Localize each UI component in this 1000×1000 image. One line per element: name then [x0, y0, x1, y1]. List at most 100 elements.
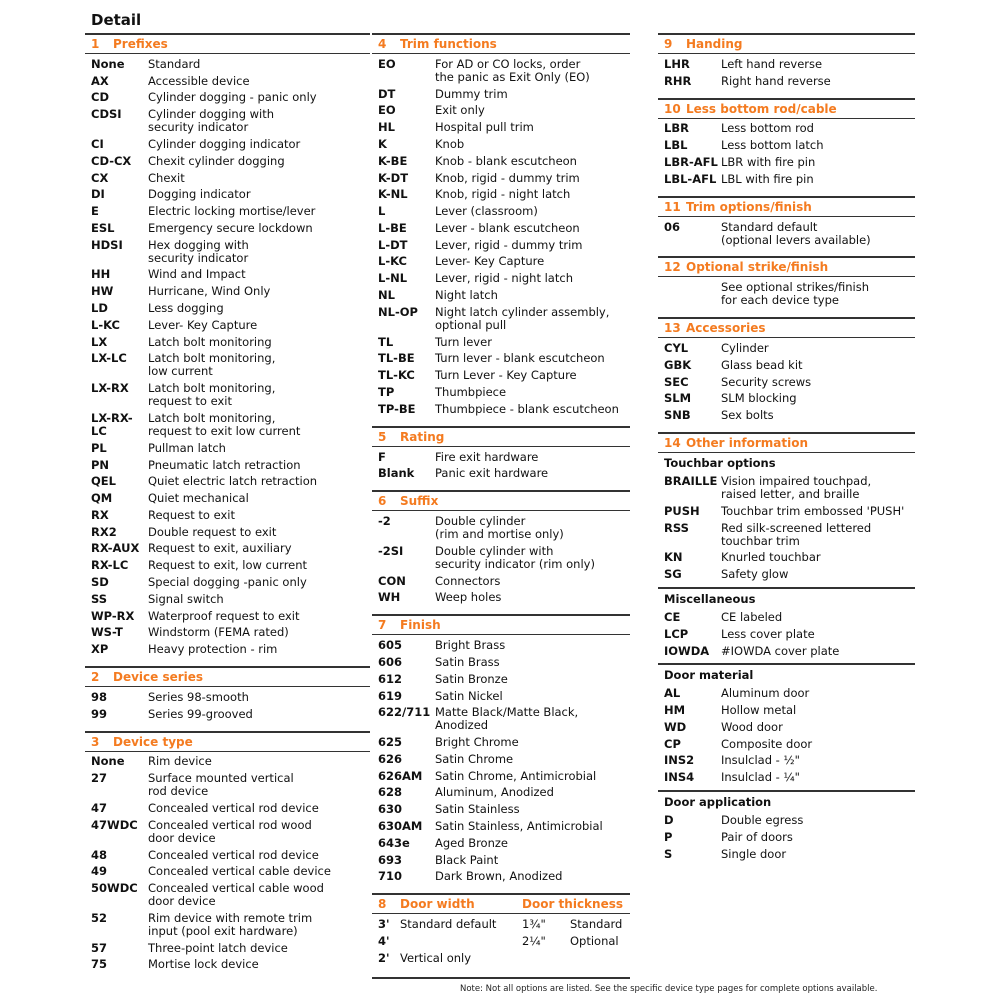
- option-description: Satin Brass: [435, 654, 500, 669]
- option-code: QM: [91, 491, 113, 506]
- divider: [658, 663, 915, 666]
- list-item: D Double egress: [664, 812, 915, 829]
- option-code: RX-LC: [91, 558, 129, 573]
- list-item: DI Dogging indicator: [91, 186, 370, 203]
- list-item: 48 Concealed vertical rod device: [91, 847, 370, 864]
- option-code: RX: [91, 507, 109, 522]
- section-number: 4: [378, 37, 387, 51]
- option-code: SD: [91, 574, 109, 589]
- option-code: LX: [91, 334, 108, 349]
- option-code: LBR: [664, 121, 689, 136]
- option-code: TL-BE: [378, 351, 415, 366]
- option-code: SS: [91, 591, 108, 606]
- option-code: EO: [378, 103, 396, 118]
- column-3: 9 Handing LHR Left hand reverse RHR Right han…: [658, 33, 915, 870]
- list-item: LX-LC Latch bolt monitoring, low current: [91, 351, 370, 381]
- section-header: 13 Accessories: [658, 319, 915, 339]
- list-item: 643e Aged Bronze: [378, 835, 630, 852]
- option-code: CE: [664, 609, 681, 624]
- list-item: 606 Satin Brass: [378, 654, 630, 671]
- option-code: ESL: [91, 220, 115, 235]
- list-item: See optional strikes/finish for each dev…: [664, 279, 915, 309]
- option-code: 50WDC: [91, 881, 138, 896]
- option-description: Concealed vertical cable device: [148, 864, 331, 879]
- list-item: K-DT Knob, rigid - dummy trim: [378, 170, 630, 187]
- list-item: INS4 Insulclad - ¼": [664, 769, 915, 786]
- option-code: L-DT: [378, 237, 408, 252]
- list-item: -2 Double cylinder (rim and mortise only): [378, 513, 630, 543]
- option-description: Rim device: [148, 754, 212, 769]
- option-code: PN: [91, 457, 110, 472]
- option-description: #IOWDA cover plate: [721, 643, 840, 658]
- option-code: LBL: [664, 138, 688, 153]
- option-code: BRAILLE: [664, 474, 718, 489]
- section-number: 10: [664, 101, 681, 116]
- section-less-bottom-rod-cable: 10 Less bottom rod/cable LBR Less bottom ro…: [658, 97, 915, 190]
- section-header: 2 Device series: [85, 668, 370, 687]
- list-item: HW Hurricane, Wind Only: [91, 283, 370, 300]
- option-description: Exit only: [435, 103, 485, 118]
- list-item: SS Signal switch: [91, 591, 370, 608]
- section-device-type: 3 Device type None Rim device 27 Surface moun…: [85, 730, 370, 976]
- item-list: AL Aluminum door HM Hollow metal WD Wood door…: [658, 683, 915, 788]
- list-item: CD-CX Chexit cylinder dogging: [91, 153, 370, 170]
- list-item: 52 Rim device with remote trim input (poo…: [91, 910, 370, 940]
- option-code: RX-AUX: [91, 541, 140, 556]
- option-code: TP-BE: [378, 401, 416, 416]
- item-list: See optional strikes/finish for each dev…: [658, 277, 915, 311]
- subsection-heading: Door application: [664, 795, 772, 810]
- list-item: LCP Less cover plate: [664, 626, 915, 643]
- option-description: Surface mounted vertical rod device: [148, 771, 294, 799]
- option-description: Concealed vertical cable wood door devic…: [148, 881, 324, 909]
- option-description: Security screws: [721, 374, 812, 389]
- list-item: RHR Right hand reverse: [664, 73, 915, 90]
- option-description: Touchbar trim embossed 'PUSH': [721, 503, 905, 518]
- option-code: RHR: [664, 73, 692, 88]
- list-item: 06 Standard default (optional levers avai…: [664, 219, 915, 249]
- option-description: Cylinder dogging indicator: [148, 137, 301, 152]
- page-title: Detail: [91, 11, 142, 29]
- option-code: 619: [378, 688, 403, 703]
- option-description: Weep holes: [435, 590, 502, 605]
- list-item: 98 Series 98-smooth: [91, 689, 370, 706]
- list-item: CON Connectors: [378, 573, 630, 590]
- section-number: 2: [91, 670, 100, 684]
- option-description: Lever- Key Capture: [148, 317, 258, 332]
- option-description: Quiet electric latch retraction: [148, 474, 318, 489]
- option-description: Night latch cylinder assembly, optional …: [435, 304, 610, 332]
- option-description: Chexit cylinder dogging: [148, 153, 285, 168]
- option-description: Signal switch: [148, 591, 224, 606]
- option-code: PUSH: [664, 503, 700, 518]
- divider: [658, 790, 915, 793]
- list-item: 612 Satin Bronze: [378, 671, 630, 688]
- section-header: 12 Optional strike/finish: [658, 258, 915, 278]
- list-item: K-NL Knob, rigid - night latch: [378, 186, 630, 203]
- option-description: Pullman latch: [148, 440, 226, 455]
- option-code: CD: [91, 90, 109, 105]
- width-code: 2': [378, 950, 390, 965]
- section-header: 10 Less bottom rod/cable: [658, 100, 915, 119]
- option-description: CE labeled: [721, 609, 783, 624]
- list-item: L-KC Lever- Key Capture: [378, 254, 630, 271]
- option-description: Satin Nickel: [435, 688, 503, 703]
- section-suffix: 6 Suffix -2 Double cylinder (rim and mortis…: [372, 490, 630, 608]
- option-code: XP: [91, 642, 109, 657]
- list-item: E Electric locking mortise/lever: [91, 203, 370, 220]
- option-code: 47WDC: [91, 817, 138, 832]
- section-header: 4 Trim functions: [372, 35, 630, 54]
- option-description: Cylinder dogging with security indicator: [148, 107, 275, 135]
- option-description: Sex bolts: [721, 408, 774, 423]
- section-label: Other information: [686, 436, 808, 451]
- section-header: 1 Prefixes: [85, 35, 370, 54]
- list-item: QM Quiet mechanical: [91, 490, 370, 507]
- option-description: Night latch: [435, 288, 498, 303]
- option-description: Right hand reverse: [721, 73, 831, 88]
- list-item: NL-OP Night latch cylinder assembly, opti…: [378, 304, 630, 334]
- option-description: Lever, rigid - dummy trim: [435, 237, 583, 252]
- option-code: K-DT: [378, 170, 409, 185]
- option-description: Wood door: [721, 719, 783, 734]
- list-item: TP-BE Thumbpiece - blank escutcheon: [378, 401, 630, 418]
- option-code: HM: [664, 703, 686, 718]
- list-item: LD Less dogging: [91, 300, 370, 317]
- option-description: Knob: [435, 137, 465, 152]
